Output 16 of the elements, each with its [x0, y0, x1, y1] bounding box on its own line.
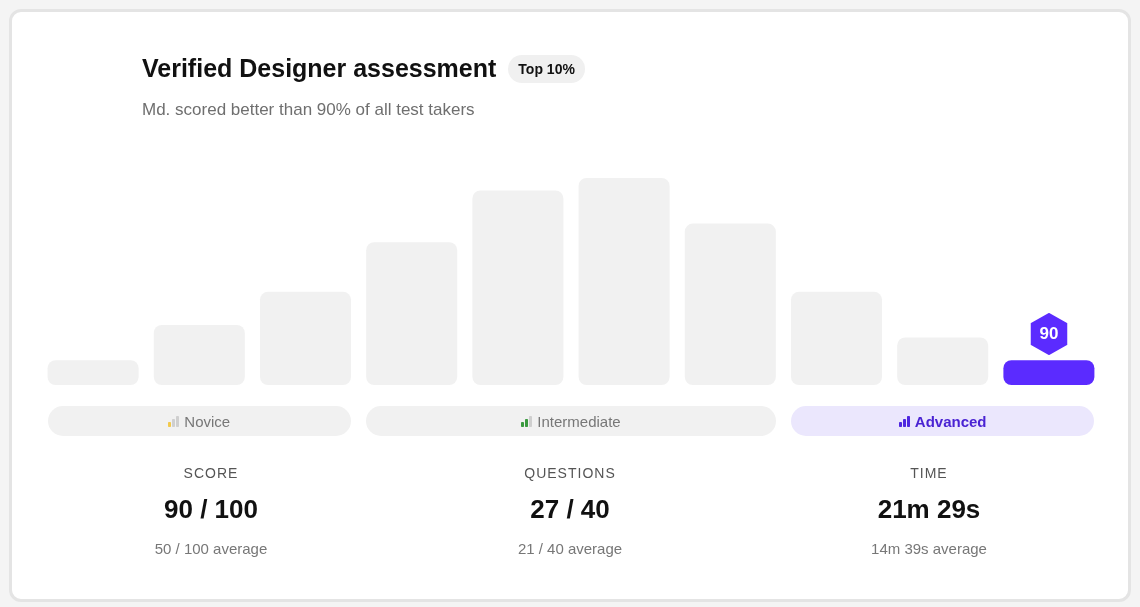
text: 21m 29s [877, 494, 981, 524]
annotation: 90 [1039, 324, 1059, 345]
text: 27 / 40 [530, 494, 610, 524]
bar [1003, 360, 1095, 385]
text: 50 / 100 average [154, 540, 268, 557]
text: 90 / 100 [164, 494, 258, 524]
tag: Novice [47, 406, 351, 436]
text: TIME [910, 465, 948, 481]
text: SCORE [183, 465, 239, 481]
chart-title: Verified Designer assessment [142, 54, 497, 83]
text: QUESTIONS [524, 465, 616, 481]
text: 14m 39s average [871, 540, 987, 557]
text: 21 / 40 average [517, 540, 623, 557]
tag: Intermediate [366, 406, 776, 436]
tag: Advanced [791, 406, 1095, 436]
chart-subtitle: Md. scored better than 90% of all test takers [142, 100, 475, 119]
